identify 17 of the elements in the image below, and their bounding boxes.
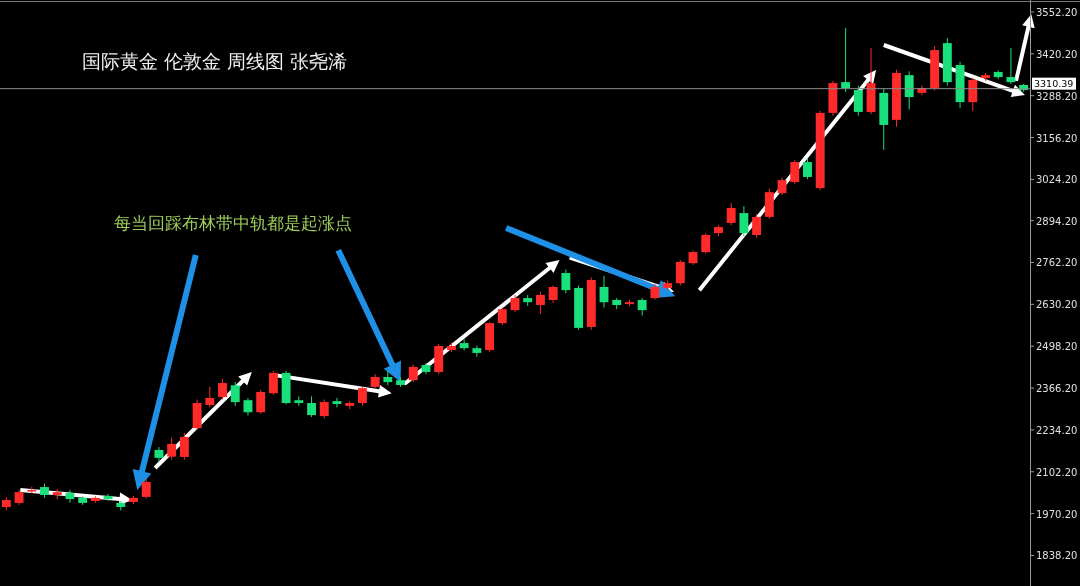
y-tick-label: 2762.20	[1036, 257, 1078, 269]
y-tick-label: 2102.20	[1036, 466, 1078, 478]
y-tick-label: 3552.20	[1036, 6, 1078, 18]
y-tick-label: 3420.20	[1036, 48, 1078, 60]
y-tick-label: 3288.20	[1036, 90, 1078, 102]
y-tick-label: 2234.20	[1036, 424, 1078, 436]
annotation: 每当回踩布林带中轨都是起涨点	[114, 213, 352, 233]
y-tick-label: 1838.20	[1036, 550, 1078, 562]
y-tick-label: 2498.20	[1036, 341, 1078, 353]
y-tick-label: 2630.20	[1036, 299, 1078, 311]
y-tick-label: 2366.20	[1036, 383, 1078, 395]
text: 国际黄金 伦敦金 周线图 张尧浠	[82, 50, 348, 72]
y-tick-label: 3156.20	[1036, 132, 1078, 144]
ref-line-label: 3310.39	[1034, 77, 1074, 89]
y-tick-label: 1970.20	[1036, 508, 1078, 520]
y-tick-label: 3024.20	[1036, 174, 1078, 186]
y-tick-label: 2894.20	[1036, 215, 1078, 227]
